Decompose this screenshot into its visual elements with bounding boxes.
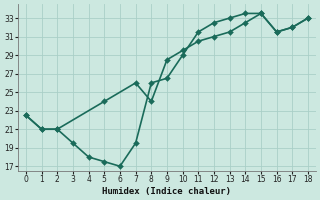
X-axis label: Humidex (Indice chaleur): Humidex (Indice chaleur) — [102, 187, 231, 196]
